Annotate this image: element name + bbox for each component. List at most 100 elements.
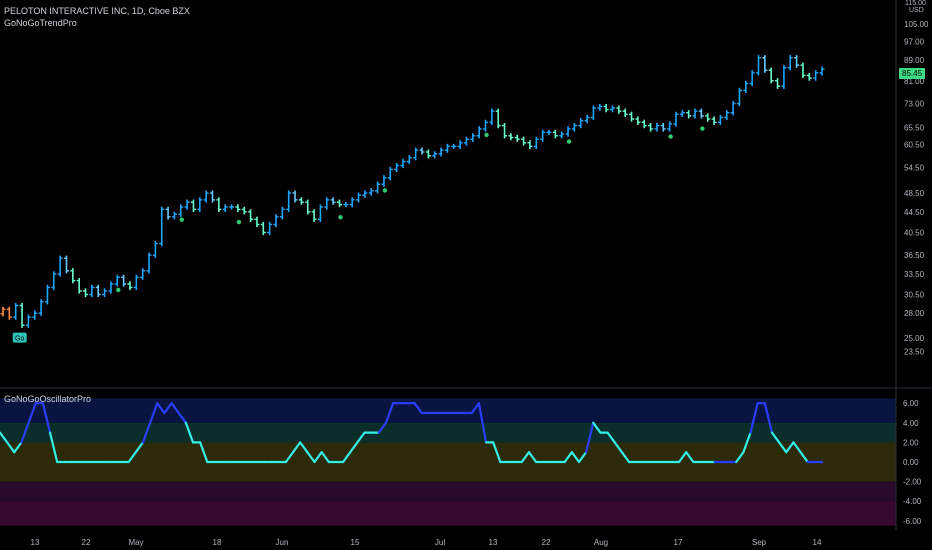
go-dot-marker	[382, 188, 388, 193]
price-bar	[736, 87, 742, 107]
osc-segment	[577, 451, 588, 464]
price-bar	[298, 197, 304, 205]
osc-segment	[384, 402, 395, 424]
price-bar	[197, 197, 203, 213]
time-tick-label: 22	[542, 538, 551, 547]
time-tick-label: 15	[351, 538, 360, 547]
price-bar	[121, 274, 127, 287]
price-bar	[717, 114, 723, 125]
osc-segment	[299, 441, 309, 454]
price-bar	[254, 216, 260, 228]
osc-segment	[306, 451, 316, 464]
go-dot-marker	[484, 132, 489, 138]
price-bar	[13, 302, 19, 320]
time-tick-label: Aug	[594, 538, 608, 547]
price-bar	[451, 143, 457, 150]
price-tick-label: 25.00	[904, 334, 925, 343]
price-bar	[692, 108, 698, 119]
osc-segment	[763, 402, 774, 434]
osc-tick-label: 4.00	[903, 419, 919, 428]
price-tick-label: 40.50	[904, 228, 925, 237]
price-bar	[654, 122, 660, 132]
osc-segment	[177, 411, 187, 424]
price-bar	[603, 103, 609, 113]
osc-segment	[0, 431, 9, 444]
osc-segment	[742, 431, 752, 454]
price-tick-label: 73.00	[904, 100, 925, 109]
price-bar	[590, 105, 596, 121]
oscillator-axis: 6.00 4.00 2.00 0.00 -2.00 -4.00 -6.00	[903, 399, 922, 526]
osc-tick-label: 6.00	[903, 399, 919, 408]
price-bar	[698, 108, 704, 119]
price-bar	[444, 143, 450, 153]
osc-segment	[341, 451, 352, 464]
price-bar	[57, 255, 63, 277]
osc-segment	[349, 441, 359, 454]
osc-segment	[199, 441, 209, 464]
price-bar	[597, 103, 603, 111]
price-tick-label: 81.00	[904, 77, 925, 86]
time-tick-label: Sep	[752, 538, 767, 547]
price-bar	[25, 314, 31, 328]
price-bar	[286, 190, 292, 213]
price-bar	[203, 190, 209, 203]
price-bar	[813, 70, 819, 81]
time-tick-label: 22	[82, 538, 91, 547]
price-bar	[70, 268, 76, 284]
osc-segment	[170, 402, 180, 415]
price-bar	[432, 151, 438, 159]
price-bar	[0, 306, 6, 317]
price-bar	[648, 122, 654, 132]
osc-segment	[785, 441, 795, 454]
osc-segment	[284, 451, 295, 464]
osc-tick-label: -2.00	[903, 478, 922, 487]
price-bar	[724, 110, 730, 121]
osc-zone-strong-go	[0, 398, 896, 423]
go-dot-marker	[338, 215, 343, 220]
price-bar	[425, 149, 431, 159]
price-bar	[781, 65, 787, 89]
price-bar	[279, 206, 285, 220]
go-dot-marker	[179, 217, 184, 222]
price-bar	[235, 204, 241, 213]
top-price-label: 115.00	[905, 0, 926, 7]
price-bar	[76, 277, 82, 294]
price-bar	[127, 281, 133, 291]
osc-segment	[799, 451, 809, 464]
price-bar	[552, 129, 558, 139]
osc-segment	[6, 441, 16, 454]
go-dot-marker	[236, 219, 242, 225]
price-bar	[292, 190, 298, 203]
time-tick-label: Jun	[276, 538, 289, 547]
price-bar	[673, 111, 679, 127]
price-bar	[165, 206, 171, 220]
price-bar	[533, 136, 539, 150]
price-bar	[711, 116, 717, 125]
price-bar	[114, 274, 120, 287]
price-bar	[229, 204, 235, 210]
oscillator-zones	[0, 398, 896, 526]
price-bar	[787, 55, 793, 71]
price-bar	[152, 240, 158, 258]
osc-segment	[163, 402, 173, 415]
price-tick-label: 23.50	[904, 348, 925, 357]
price-bar	[521, 136, 527, 146]
osc-tick-label: -6.00	[903, 517, 922, 526]
price-bar	[146, 252, 152, 274]
symbol-title: PELOTON INTERACTIVE INC, 1D, Cboe BZX	[4, 6, 190, 16]
osc-segment	[13, 441, 23, 454]
price-bar	[571, 122, 577, 132]
price-bar	[768, 67, 774, 84]
osc-segment	[606, 431, 616, 444]
price-bar	[51, 271, 57, 291]
price-bar	[394, 162, 400, 173]
price-bar	[362, 190, 368, 198]
price-bar	[89, 284, 95, 298]
price-tick-label: 33.50	[904, 270, 925, 279]
osc-segment	[613, 441, 623, 454]
price-bar	[63, 255, 69, 274]
osc-tick-label: 0.00	[903, 458, 919, 467]
trend-indicator-name: GoNoGoTrendPro	[4, 18, 77, 28]
time-tick-label: May	[128, 538, 143, 547]
